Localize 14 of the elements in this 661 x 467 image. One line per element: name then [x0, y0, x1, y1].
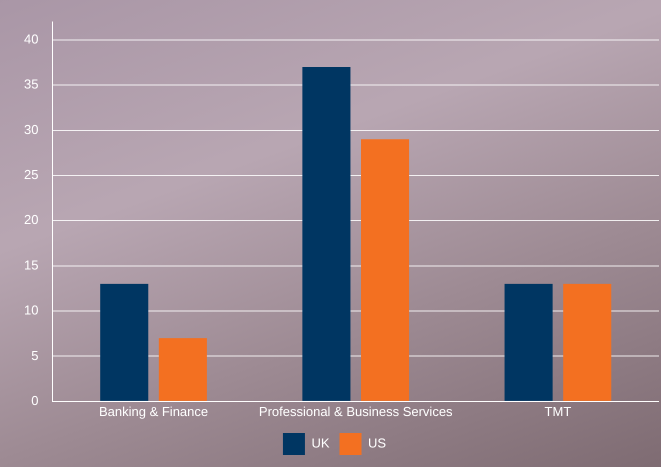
y-tick-label: 25 — [24, 167, 38, 182]
x-tick-label: TMT — [544, 404, 572, 419]
y-tick-label: 15 — [24, 257, 38, 272]
legend-label: UK — [311, 436, 330, 451]
y-tick-label: 5 — [31, 348, 38, 363]
x-tick-label: Banking & Finance — [98, 404, 208, 419]
x-tick-label: Professional & Business Services — [258, 404, 454, 419]
y-tick-label: 0 — [31, 392, 38, 408]
y-tick-label: 10 — [24, 302, 38, 318]
y-tick-label: 40 — [24, 31, 38, 46]
y-tick-label: 30 — [24, 122, 38, 137]
legend-label: US — [368, 436, 386, 451]
y-tick-label: 20 — [24, 212, 38, 228]
y-tick-label: 35 — [24, 76, 38, 92]
